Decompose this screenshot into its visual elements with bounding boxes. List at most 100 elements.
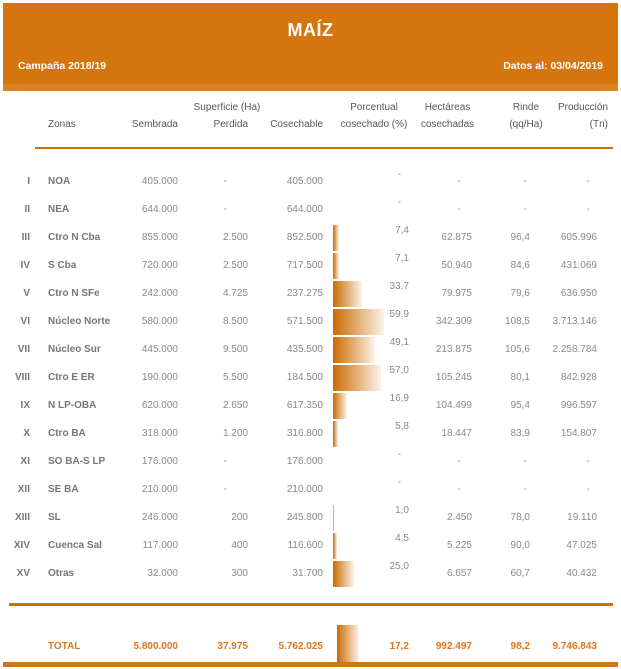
col-header-superficie-ha: Superficie (Ha) [193,102,261,113]
zone-number: IV [20,260,30,271]
sembrada-value: 242.000 [141,288,178,299]
perdida-value: 2.500 [222,260,248,271]
zone-name: Cuenca Sal [48,540,102,551]
produccion-value: 40.432 [566,568,597,579]
pct-cosechado-value: - [397,197,401,208]
pct-cosechado-value: 57,0 [389,365,409,376]
table-body: I NOA 405.000 - 405.000 - - - - II NEA 644.000 - 644.… [0,168,621,588]
zone-number: X [23,428,30,439]
rinde-value: 79,6 [510,288,530,299]
perdida-value: 2.650 [222,400,248,411]
produccion-value: - [586,204,590,215]
table-row: II NEA 644.000 - 644.000 - - - - [0,196,621,224]
cosechable-value: 717.500 [286,260,323,271]
zone-number: XII [17,484,30,495]
footer-strip [3,662,618,667]
sembrada-value: 32.000 [147,568,178,579]
table-row: VI Núcleo Norte 580.000 8.500 571.500 59,9 342… [0,308,621,336]
cosechable-value: 617.350 [286,400,323,411]
perdida-value: 2.500 [222,232,248,243]
hectareas-cosechadas-value: 50.940 [441,260,472,271]
col-header-produccion-2: (Tn) [589,119,608,130]
zone-name: Núcleo Sur [48,344,101,355]
pct-cosechado-value: 7,4 [395,225,409,236]
pct-cosechado-value: - [397,169,401,180]
table-row: XII SE BA 210.000 - 210.000 - - - - [0,476,621,504]
cosechable-value: 184.500 [286,372,323,383]
table-row: X Ctro BA 318.000 1.200 316.800 5,8 18.447 83,9… [0,420,621,448]
table-row: VII Núcleo Sur 445.000 9.500 435.500 49,1 213.… [0,336,621,364]
pct-cosechado-value: 4,5 [395,533,409,544]
pct-cosechado-bar [333,337,375,363]
pct-cosechado-value: 16,9 [389,393,409,404]
sembrada-value: 176.000 [141,456,178,467]
pct-cosechado-bar [333,225,339,251]
perdida-value: 5.500 [222,372,248,383]
col-header-hectareas-2: cosechadas [420,119,475,130]
hectareas-cosechadas-value: 62.875 [441,232,472,243]
cosechable-value: 245.800 [286,512,323,523]
col-header-produccion-1: Producción [557,102,608,113]
pct-cosechado-bar [333,505,334,531]
produccion-value: 431.069 [560,260,597,271]
zone-number: III [21,232,30,243]
col-header-porcentual-2: cosechado (%) [340,119,408,130]
zone-name: Ctro N Cba [48,232,101,243]
zone-name: N LP-OBA [48,400,97,411]
hectareas-cosechadas-value: 2.450 [446,512,472,523]
zone-number: VI [20,316,30,327]
banner-substrip [3,84,618,91]
hectareas-cosechadas-value: 213.875 [435,344,472,355]
total-hectareas-value: 992.497 [435,641,472,652]
sembrada-value: 855.000 [141,232,178,243]
pct-cosechado-bar [333,533,337,559]
sembrada-value: 318.000 [141,428,178,439]
pct-cosechado-value: 33,7 [389,281,409,292]
produccion-value: 2.258.784 [552,344,598,355]
produccion-value: 636.950 [560,288,597,299]
header-divider-rule [35,147,613,149]
rinde-value: 83,9 [510,428,530,439]
zone-name: SE BA [48,484,79,495]
total-pct-value: 17,2 [389,641,409,652]
col-header-perdida: Perdida [213,119,248,130]
zone-name: Ctro BA [48,428,86,439]
sembrada-value: 720.000 [141,260,178,271]
table-row: XIII SL 246.000 200 245.800 1,0 2.450 78,0 19.11… [0,504,621,532]
total-perdida-value: 37.975 [217,641,248,652]
hectareas-cosechadas-value: 18.447 [441,428,472,439]
pct-cosechado-bar [333,253,339,279]
pct-cosechado-value: 5,8 [395,421,409,432]
perdida-value: - [223,456,227,467]
sembrada-value: 580.000 [141,316,178,327]
hectareas-cosechadas-value: - [457,176,461,187]
sembrada-value: 117.000 [142,540,178,551]
col-header-zonas: Zonas [48,119,76,130]
col-header-sembrada: Sembrada [131,119,178,130]
table-row: III Ctro N Cba 855.000 2.500 852.500 7,4 62.87… [0,224,621,252]
perdida-value: 8.500 [222,316,248,327]
produccion-value: 47.025 [566,540,597,551]
produccion-value: - [586,484,590,495]
zone-number: I [27,176,30,187]
perdida-value: - [223,204,227,215]
zone-name: NEA [48,204,70,215]
col-header-porcentual-1: Porcentual [350,102,398,113]
table-row: IX N LP-OBA 620.000 2.650 617.350 16,9 104.499… [0,392,621,420]
perdida-value: 9.500 [222,344,248,355]
pct-cosechado-value: 59,9 [389,309,409,320]
total-cosechable-value: 5.762.025 [278,641,324,652]
cosechable-value: 435.500 [286,344,323,355]
hectareas-cosechadas-value: - [457,204,461,215]
zone-number: XIV [13,540,30,551]
hectareas-cosechadas-value: - [457,456,461,467]
zone-name: SO BA-S LP [48,456,106,467]
pct-cosechado-value: 7,1 [395,253,409,264]
pct-cosechado-bar [333,365,381,391]
table-row: XIV Cuenca Sal 117.000 400 116.600 4,5 5.225 90… [0,532,621,560]
zone-name: Otras [48,568,75,579]
rinde-value: 90,0 [510,540,530,551]
sembrada-value: 644.000 [141,204,178,215]
hectareas-cosechadas-value: 105.245 [435,372,472,383]
rinde-value: - [523,484,527,495]
